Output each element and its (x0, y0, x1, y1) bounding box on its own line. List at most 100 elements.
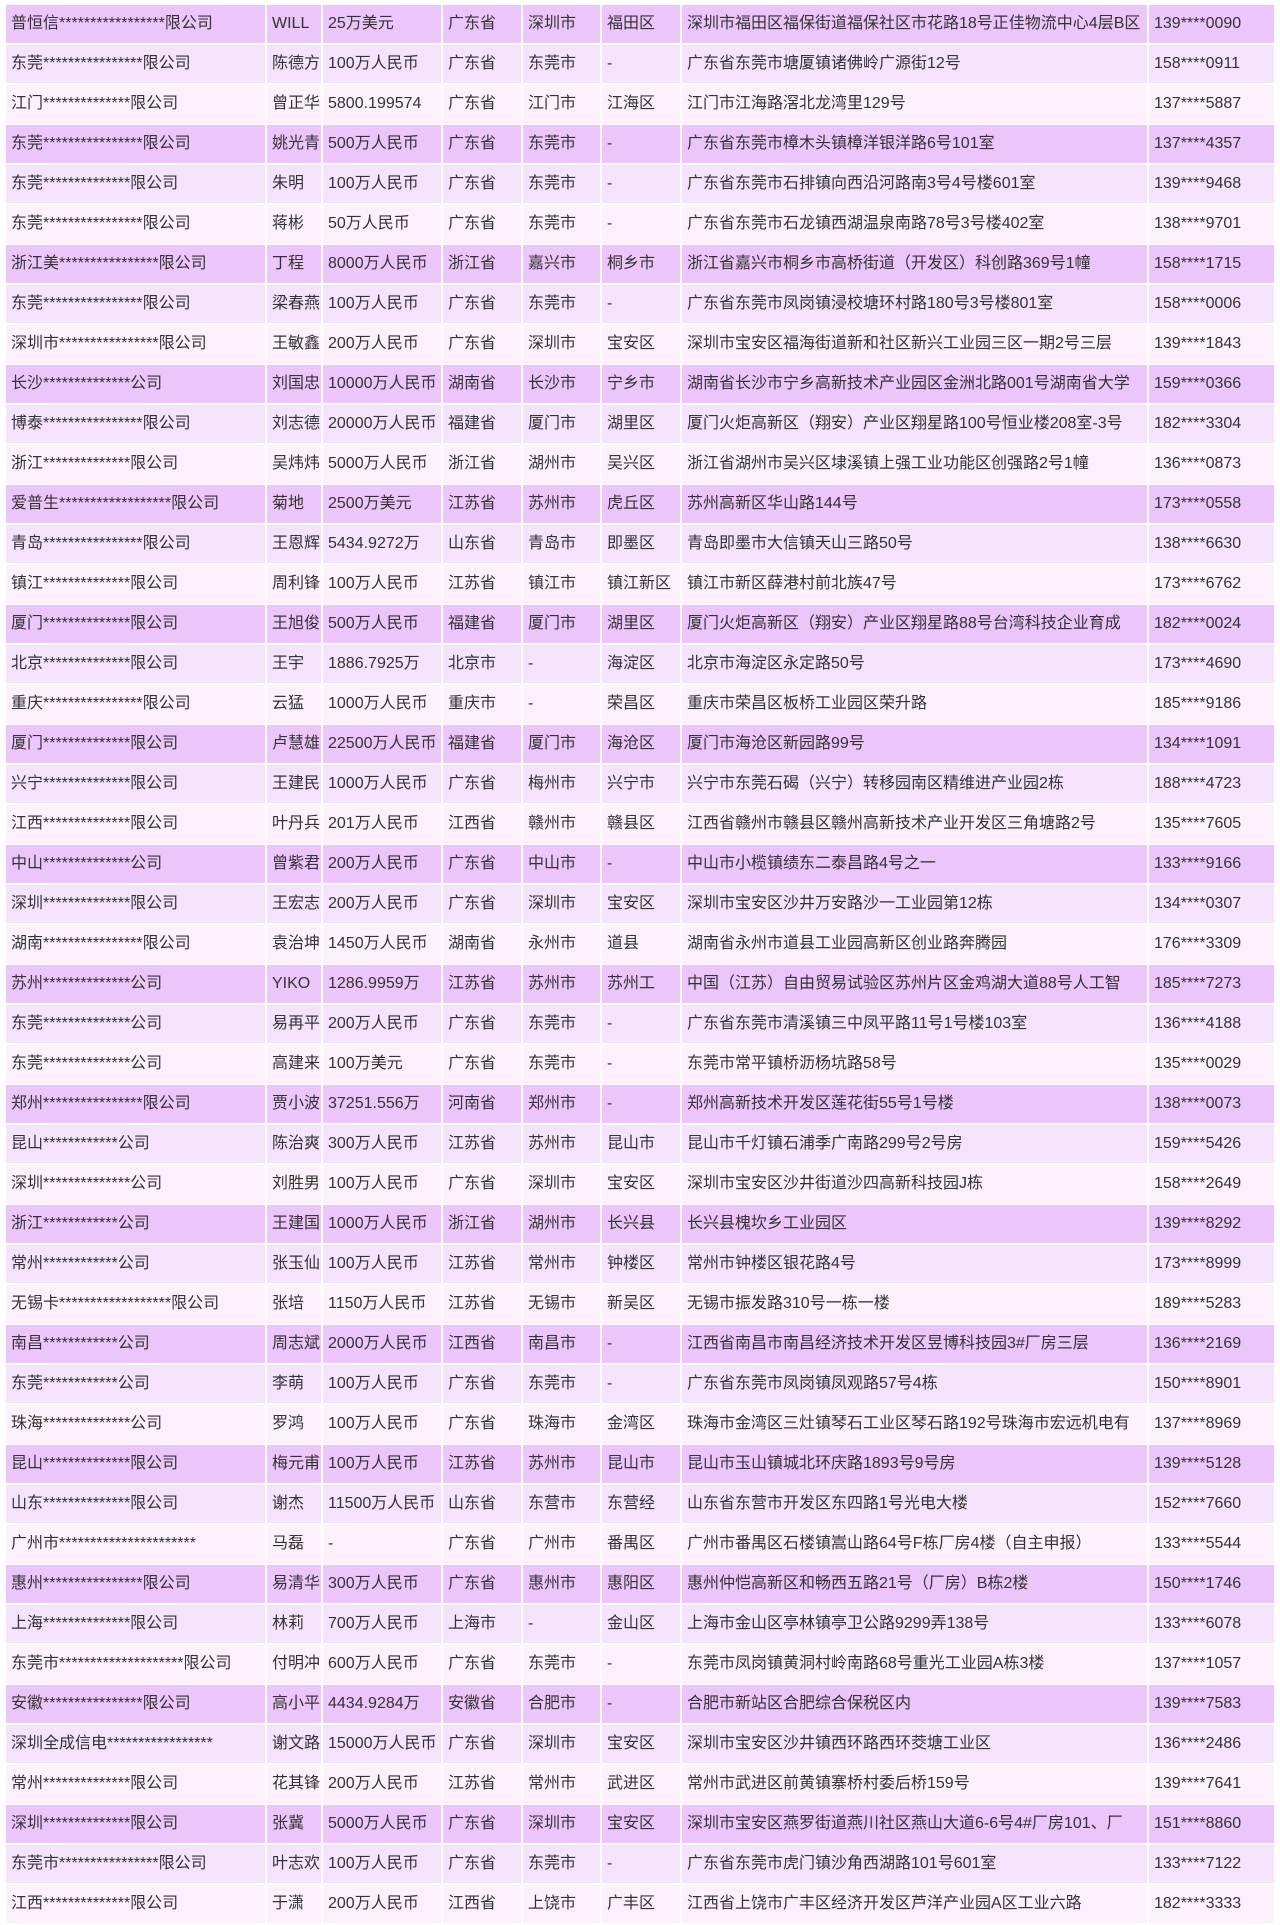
table-row: 东莞****************限公司 陈德方 100万人民币 广东省 东莞市 - 广东… (6, 45, 1274, 83)
registered-capital-cell: 100万人民币 (323, 285, 441, 323)
province-cell: 广东省 (443, 5, 521, 43)
phone-cell: 158****1715 (1149, 245, 1274, 283)
table-row: 昆山************公司 陈治爽 300万人民币 江苏省 苏州市 昆山市 昆山市千灯… (6, 1125, 1274, 1163)
district-cell: - (602, 1325, 680, 1363)
province-cell: 广东省 (443, 1845, 521, 1883)
province-cell: 江西省 (443, 1325, 521, 1363)
registered-capital-cell: 20000万人民币 (323, 405, 441, 443)
contact-person-cell: 罗鸿 (267, 1405, 321, 1443)
district-cell: - (602, 125, 680, 163)
address-cell: 厦门火炬高新区（翔安）产业区翔星路88号台湾科技企业育成 (682, 605, 1147, 643)
phone-cell: 173****6762 (1149, 565, 1274, 603)
table-row: 重庆****************限公司 云猛 1000万人民币 重庆市 - 荣昌区 重庆… (6, 685, 1274, 723)
table-row: 郑州****************限公司 贾小波 37251.556万 河南省 郑州市… (6, 1085, 1274, 1123)
contact-person-cell: 林莉 (267, 1605, 321, 1643)
company-name-cell: 东莞****************限公司 (6, 45, 265, 83)
company-name-cell: 东莞市****************限公司 (6, 1845, 265, 1883)
contact-person-cell: 花其锋 (267, 1765, 321, 1803)
address-cell: 中山市小榄镇绩东二泰昌路4号之一 (682, 845, 1147, 883)
registered-capital-cell: 100万美元 (323, 1045, 441, 1083)
province-cell: 江苏省 (443, 965, 521, 1003)
province-cell: 浙江省 (443, 245, 521, 283)
company-name-cell: 深圳**************限公司 (6, 1805, 265, 1843)
district-cell: 宝安区 (602, 1805, 680, 1843)
district-cell: 长兴县 (602, 1205, 680, 1243)
city-cell: 苏州市 (523, 1125, 600, 1163)
registered-capital-cell: 11500万人民币 (323, 1485, 441, 1523)
city-cell: 镇江市 (523, 565, 600, 603)
phone-cell: 152****7660 (1149, 1485, 1274, 1523)
company-name-cell: 江西**************限公司 (6, 805, 265, 843)
registered-capital-cell: 200万人民币 (323, 325, 441, 363)
registered-capital-cell: 25万美元 (323, 5, 441, 43)
contact-person-cell: 蒋彬 (267, 205, 321, 243)
registered-capital-cell: 200万人民币 (323, 1885, 441, 1923)
company-name-cell: 浙江**************限公司 (6, 445, 265, 483)
address-cell: 重庆市荣昌区板桥工业园区荣升路 (682, 685, 1147, 723)
table-row: 兴宁**************限公司 王建民 1000万人民币 广东省 梅州市 兴宁市兴… (6, 765, 1274, 803)
phone-cell: 182****3333 (1149, 1885, 1274, 1923)
company-name-cell: 珠海**************公司 (6, 1405, 265, 1443)
company-name-cell: 安徽****************限公司 (6, 1685, 265, 1723)
company-name-cell: 厦门**************限公司 (6, 725, 265, 763)
registered-capital-cell: 200万人民币 (323, 885, 441, 923)
district-cell: - (602, 1685, 680, 1723)
contact-person-cell: 姚光青 (267, 125, 321, 163)
phone-cell: 133****5544 (1149, 1525, 1274, 1563)
table-row: 深圳**************限公司 张冀 5000万人民币 广东省 深圳市 宝安区 深圳… (6, 1805, 1274, 1843)
registered-capital-cell: 500万人民币 (323, 125, 441, 163)
city-cell: 东莞市 (523, 45, 600, 83)
phone-cell: 182****3304 (1149, 405, 1274, 443)
table-row: 东莞市****************限公司 叶志欢 100万人民币 广东省 东莞市 - 广… (6, 1845, 1274, 1883)
table-row: 江西**************限公司 于潇 200万人民币 江西省 上饶市 广丰区 江西省… (6, 1885, 1274, 1923)
city-cell: 深圳市 (523, 1165, 600, 1203)
address-cell: 青岛即墨市大信镇天山三路50号 (682, 525, 1147, 563)
table-row: 上海**************限公司 林莉 700万人民币 上海市 - 金山区 上海市金山… (6, 1605, 1274, 1643)
registered-capital-cell: 5434.9272万 (323, 525, 441, 563)
province-cell: 广东省 (443, 1725, 521, 1763)
company-name-cell: 江西**************限公司 (6, 1885, 265, 1923)
province-cell: 江苏省 (443, 485, 521, 523)
district-cell: - (602, 1005, 680, 1043)
province-cell: 山东省 (443, 525, 521, 563)
table-row: 东莞************公司 李萌 100万人民币 广东省 东莞市 - 广东省东莞市凤岗… (6, 1365, 1274, 1403)
registered-capital-cell: 5000万人民币 (323, 445, 441, 483)
phone-cell: 173****0558 (1149, 485, 1274, 523)
city-cell: 长沙市 (523, 365, 600, 403)
contact-person-cell: 菊地 (267, 485, 321, 523)
district-cell: - (602, 1085, 680, 1123)
province-cell: 江苏省 (443, 1445, 521, 1483)
city-cell: 深圳市 (523, 5, 600, 43)
registered-capital-cell: 1000万人民币 (323, 685, 441, 723)
registered-capital-cell: 300万人民币 (323, 1565, 441, 1603)
city-cell: 东莞市 (523, 165, 600, 203)
registered-capital-cell: 100万人民币 (323, 1365, 441, 1403)
district-cell: 江海区 (602, 85, 680, 123)
city-cell: 东莞市 (523, 285, 600, 323)
company-name-cell: 青岛****************限公司 (6, 525, 265, 563)
contact-person-cell: 陈德方 (267, 45, 321, 83)
city-cell: 东营市 (523, 1485, 600, 1523)
table-row: 博泰****************限公司 刘志德 20000万人民币 福建省 厦门市湖… (6, 405, 1274, 443)
registered-capital-cell: 2000万人民币 (323, 1325, 441, 1363)
phone-cell: 188****4723 (1149, 765, 1274, 803)
address-cell: 江西省南昌市南昌经济技术开发区昱博科技园3#厂房三层 (682, 1325, 1147, 1363)
company-name-cell: 常州**************限公司 (6, 1765, 265, 1803)
phone-cell: 137****8969 (1149, 1405, 1274, 1443)
registered-capital-cell: 4434.9284万 (323, 1685, 441, 1723)
phone-cell: 135****7605 (1149, 805, 1274, 843)
district-cell: 昆山市 (602, 1125, 680, 1163)
contact-person-cell: 王宏志 (267, 885, 321, 923)
address-cell: 广东省东莞市凤岗镇浸校塘环村路180号3号楼801室 (682, 285, 1147, 323)
city-cell: 青岛市 (523, 525, 600, 563)
phone-cell: 159****5426 (1149, 1125, 1274, 1163)
district-cell: - (602, 1045, 680, 1083)
city-cell: 东莞市 (523, 1045, 600, 1083)
contact-person-cell: 王建国 (267, 1205, 321, 1243)
phone-cell: 158****0006 (1149, 285, 1274, 323)
province-cell: 河南省 (443, 1085, 521, 1123)
district-cell: 苏州工 (602, 965, 680, 1003)
company-name-cell: 深圳**************公司 (6, 1165, 265, 1203)
province-cell: 广东省 (443, 45, 521, 83)
table-row: 东莞****************限公司 梁春燕 100万人民币 广东省 东莞市 - 广东… (6, 285, 1274, 323)
